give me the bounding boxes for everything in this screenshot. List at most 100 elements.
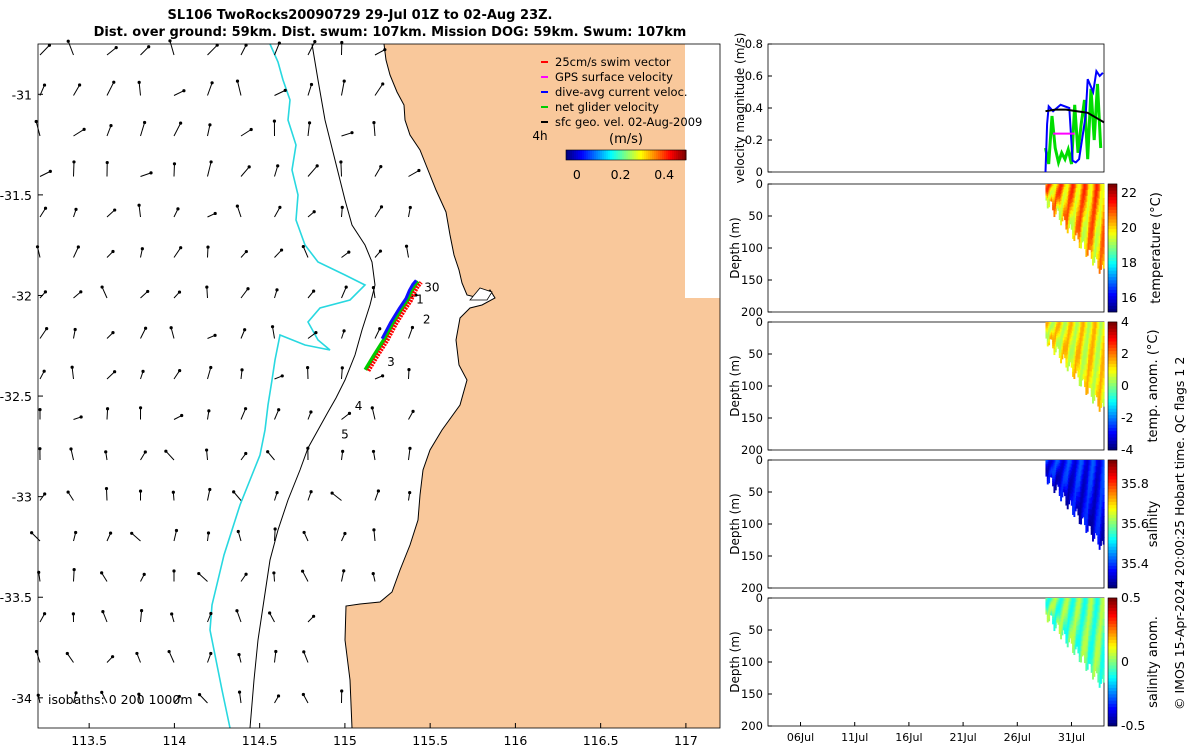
section-cell [1056, 598, 1059, 601]
colorbar-cell [606, 150, 609, 160]
section-cell [1053, 627, 1056, 632]
velocity-arrow-head [69, 447, 73, 451]
colorbar-cell [1108, 472, 1117, 477]
section-cell [1073, 630, 1076, 637]
section-cell [1088, 200, 1090, 207]
colorbar-cell [1108, 648, 1117, 653]
colorbar-cell [1108, 356, 1117, 361]
section-cell [1050, 195, 1053, 198]
section-cell [1072, 464, 1075, 470]
colorbar-cell [1108, 218, 1117, 223]
section-cell [1076, 354, 1078, 359]
section-cell [1070, 340, 1073, 346]
section-cell [1046, 463, 1049, 467]
section-cell [1052, 196, 1055, 200]
section-cell [1057, 470, 1060, 474]
section-cell [1060, 476, 1063, 481]
colorbar-cell [1108, 687, 1117, 692]
section-cell [1070, 501, 1073, 506]
section-cell [1072, 647, 1075, 653]
section-cell [1048, 611, 1051, 614]
section-cell [1086, 483, 1089, 491]
section-cell [1080, 465, 1082, 472]
velocity-arrow [138, 205, 141, 218]
velocity-arrow [198, 573, 208, 582]
colorbar-cell [614, 150, 617, 160]
colorbar-cell [582, 150, 585, 160]
section-cell [1050, 326, 1053, 329]
section-cell [1049, 472, 1052, 475]
section-cell [1090, 528, 1093, 535]
velocity-arrow-head [114, 46, 118, 50]
day-label: 2 [423, 313, 431, 327]
section-cell [1068, 351, 1071, 356]
section-cell [1054, 331, 1057, 335]
velocity-arrow-head [172, 569, 176, 573]
section-cell [1076, 362, 1078, 367]
section-cell [1096, 647, 1098, 655]
section-cell [1093, 643, 1096, 651]
section-cell [1046, 613, 1049, 617]
chart-title-line-2: Dist. over ground: 59km. Dist. swum: 107… [93, 25, 687, 40]
section-cell [1102, 647, 1105, 655]
section-cell [1098, 184, 1101, 193]
section-cell [1085, 496, 1088, 503]
section-cell [1094, 640, 1097, 647]
section-cell [1072, 469, 1075, 475]
section-cell [1048, 342, 1051, 346]
section-cell [1081, 188, 1084, 195]
section-cell [1068, 470, 1071, 476]
velocity-arrow [374, 206, 382, 218]
section-cell [1088, 481, 1090, 488]
section-cell [1052, 199, 1055, 202]
section-cell [1100, 502, 1102, 511]
section-cell [1093, 624, 1096, 632]
section-cell [1078, 189, 1081, 196]
velocity-arrow [207, 44, 218, 56]
velocity-arrow-head [146, 289, 150, 294]
velocity-arrow-head [408, 446, 412, 450]
section-cell [1098, 664, 1101, 673]
colorbar-cell [1108, 193, 1117, 198]
section-cell [1093, 492, 1096, 500]
colorbar-cell [1108, 228, 1117, 233]
section-cell [1064, 486, 1067, 491]
section-cell [1082, 598, 1085, 604]
section-cell [1050, 333, 1053, 336]
colorbar-cell [680, 150, 683, 160]
section-cell [1048, 467, 1051, 471]
velocity-arrow-head [380, 374, 385, 378]
section-cell [1073, 326, 1076, 333]
velocity-arrow-head [340, 40, 344, 45]
section-cell [1076, 630, 1078, 635]
colorbar-cell [1108, 645, 1117, 650]
section-cell [1066, 602, 1069, 607]
colorbar-cell [1108, 610, 1117, 615]
section-cell [1069, 611, 1072, 616]
section-cell [1068, 325, 1071, 330]
section-cell [1045, 335, 1048, 338]
section-cell [1068, 638, 1071, 643]
section-cell [1092, 375, 1094, 384]
section-cell [1070, 214, 1073, 219]
section-cell [1101, 388, 1104, 397]
day-label: 5 [341, 427, 349, 441]
section-cell [1077, 363, 1080, 369]
section-cell [1102, 226, 1105, 234]
section-cell [1097, 674, 1100, 683]
section-cell [1064, 333, 1067, 338]
depth-tick-label: 0 [756, 591, 763, 605]
section-cell [1064, 474, 1067, 479]
section-cell [1090, 377, 1093, 385]
velocity-arrow [39, 208, 46, 218]
colorbar-cell [662, 150, 665, 160]
section-cell [1049, 602, 1052, 605]
section-cell [1072, 496, 1075, 502]
velocity-arrow [408, 448, 411, 461]
section-cell [1090, 666, 1093, 673]
velocity-arrow-head [30, 531, 34, 535]
section-cell [1072, 487, 1075, 493]
velocity-arrow-head [208, 487, 212, 492]
section-cell [1093, 242, 1096, 250]
section-cell [1066, 342, 1069, 347]
